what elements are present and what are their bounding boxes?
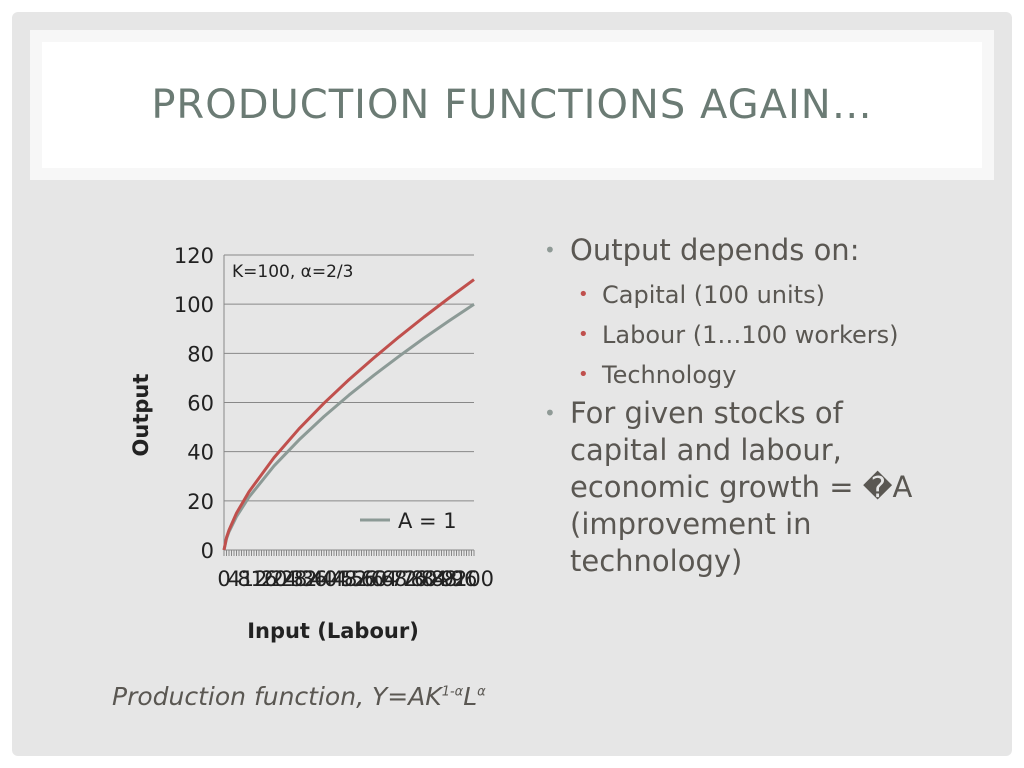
y-tick-label: 0	[201, 539, 214, 563]
x-tick-label: 76	[401, 567, 428, 591]
y-tick-label: 120	[174, 244, 214, 268]
x-tick-label: 28	[281, 567, 308, 591]
x-tick-label: 4	[227, 567, 240, 591]
chart-gridlines	[224, 254, 474, 502]
y-tick-label: 60	[187, 392, 214, 416]
x-tick-label: 92	[441, 567, 468, 591]
x-tick-label: 52	[341, 567, 368, 591]
caption-text: Production function, Y=AK	[112, 682, 442, 711]
sub-bullet-capital: Capital (100 units)	[540, 275, 960, 315]
bullet-line: For given stocks of	[570, 396, 843, 430]
series-line	[222, 278, 475, 551]
x-tick-label: 24	[271, 567, 298, 591]
y-tick-labels: 0 20 40 60 80 100 120	[174, 244, 214, 563]
y-tick-label: 20	[187, 490, 214, 514]
chart-series	[222, 278, 475, 551]
sub-bullet-technology: Technology	[540, 355, 960, 395]
x-tick-label: 0	[217, 567, 230, 591]
y-tick-label: 100	[174, 293, 214, 317]
x-tick-label: 68	[381, 567, 408, 591]
x-tick-label: 80	[411, 567, 438, 591]
x-tick-label: 48	[331, 567, 358, 591]
caption-text: L	[463, 682, 478, 711]
x-tick-label: 56	[351, 567, 378, 591]
y-tick-label: 40	[187, 441, 214, 465]
bullet-economic-growth: For given stocks of capital and labour, …	[540, 395, 960, 580]
production-function-caption: Production function, Y=AK1-αLα	[112, 682, 486, 711]
y-axis-label: Output	[129, 374, 153, 457]
x-tick-label: 16	[251, 567, 278, 591]
bullet-line: (improvement in	[570, 507, 812, 541]
legend-label: A = 1	[398, 509, 457, 533]
y-tick-label: 80	[187, 342, 214, 366]
x-tick-label: 8	[237, 567, 250, 591]
x-axis-label: Input (Labour)	[247, 619, 419, 643]
x-tick-labels: 0481216202428323640444852566064687276808…	[217, 567, 494, 591]
bullet-line: technology)	[570, 544, 743, 578]
slide-title: PRODUCTION FUNCTIONS AGAIN…	[151, 82, 873, 128]
x-tick-label: 44	[321, 567, 348, 591]
bullet-line: capital and labour,	[570, 433, 842, 467]
caption-exponent: 1-α	[441, 684, 464, 700]
chart-legend: A = 1	[360, 509, 457, 533]
x-tick-label: 60	[361, 567, 388, 591]
x-tick-label: 40	[311, 567, 338, 591]
bullet-line: economic growth = �A	[570, 470, 913, 504]
sub-bullet-labour: Labour (1…100 workers)	[540, 315, 960, 355]
chart-annotation: K=100, α=2/3	[232, 262, 353, 282]
x-tick-label: 12	[241, 567, 268, 591]
bullet-output-depends: Output depends on:	[540, 232, 960, 269]
title-box: PRODUCTION FUNCTIONS AGAIN…	[42, 42, 982, 168]
bullet-list: Output depends on: Capital (100 units) L…	[540, 232, 960, 586]
caption-exponent: α	[477, 684, 486, 700]
x-tick-label: 64	[371, 567, 398, 591]
x-tick-label: 96	[451, 567, 478, 591]
x-tick-label: 72	[391, 567, 418, 591]
x-tick-label: 32	[291, 567, 318, 591]
x-tick-label: 20	[261, 567, 288, 591]
chart-axes	[223, 255, 475, 556]
x-tick-label: 84	[421, 567, 448, 591]
x-tick-label: 100	[454, 567, 494, 591]
x-tick-label: 36	[301, 567, 328, 591]
x-tick-label: 88	[431, 567, 458, 591]
